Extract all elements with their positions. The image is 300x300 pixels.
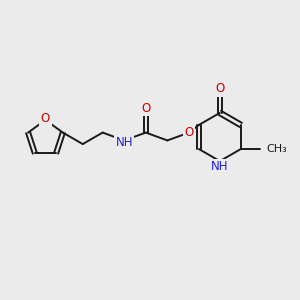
Text: NH: NH [116, 136, 133, 149]
Text: NH: NH [211, 160, 229, 173]
Text: O: O [184, 126, 194, 139]
Text: O: O [41, 112, 50, 125]
Text: O: O [141, 102, 150, 115]
Text: O: O [215, 82, 224, 95]
Text: CH₃: CH₃ [266, 144, 287, 154]
